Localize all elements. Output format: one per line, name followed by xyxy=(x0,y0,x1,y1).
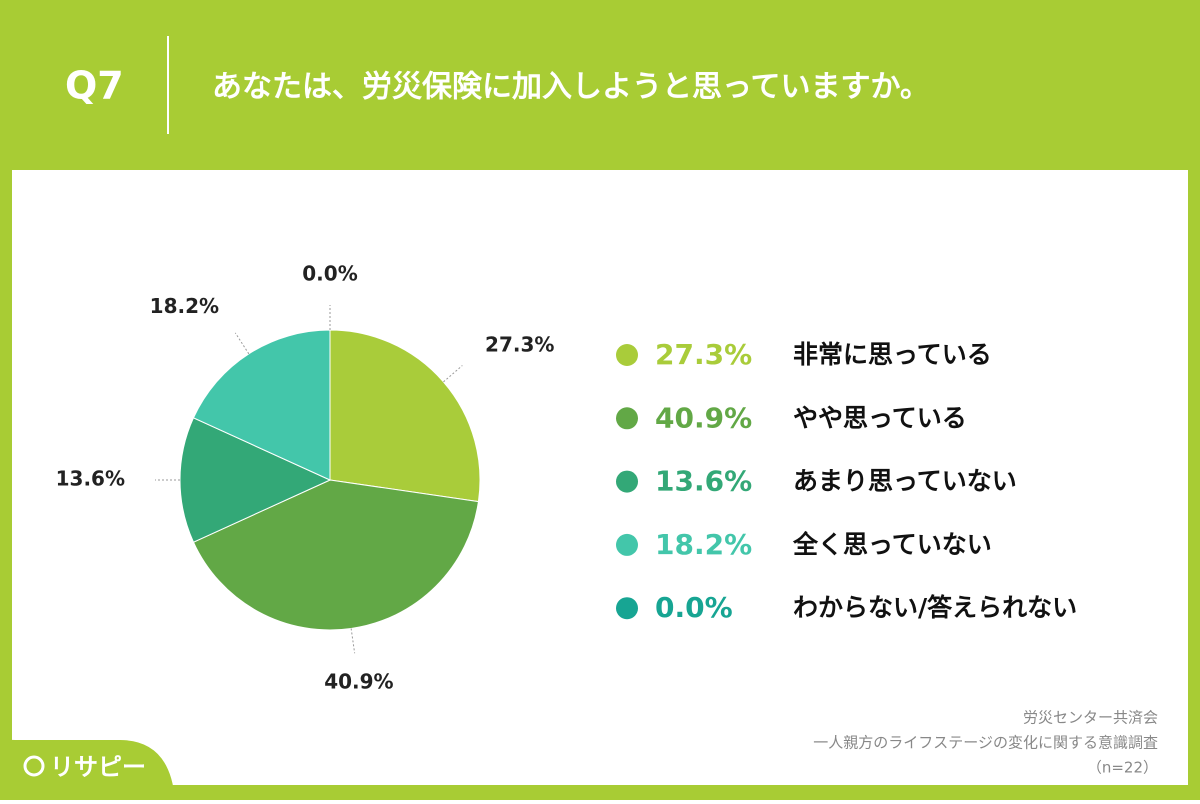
leader-line xyxy=(234,332,250,355)
source-note: （n=22） xyxy=(1087,759,1158,777)
logo-bg xyxy=(0,738,175,800)
legend-label: 全く思っていない xyxy=(792,530,992,559)
source-note: 一人親方のライフステージの変化に関する意識調査 xyxy=(813,734,1158,752)
legend-value: 13.6% xyxy=(655,465,752,498)
legend-marker xyxy=(616,533,638,556)
source-note: 労災センター共済会 xyxy=(1023,709,1158,727)
legend-value: 18.2% xyxy=(655,528,752,561)
legend-value: 27.3% xyxy=(655,338,752,371)
legend-value: 40.9% xyxy=(655,401,752,434)
data-label: 13.6% xyxy=(56,467,125,491)
legend-marker xyxy=(616,407,638,430)
legend-value: 0.0% xyxy=(655,591,733,624)
logo-icon xyxy=(23,755,45,777)
chart-title: あなたは、労災保険に加入しようと思っていますか。 xyxy=(212,70,930,105)
leader-line xyxy=(350,628,356,654)
pie-slice xyxy=(192,329,331,481)
pie-slice xyxy=(192,479,480,631)
legend-marker xyxy=(616,597,638,620)
data-label: 18.2% xyxy=(150,294,219,318)
data-label: 27.3% xyxy=(485,332,554,356)
pie-slice xyxy=(179,417,332,543)
legend-label: あまり思っていない xyxy=(793,467,1017,496)
data-label: 0.0% xyxy=(302,262,357,286)
legend-marker xyxy=(616,470,638,493)
logo: リサピー xyxy=(50,753,146,781)
question-number: Q7 xyxy=(65,64,124,108)
pie-slice xyxy=(329,329,481,503)
data-label: 40.9% xyxy=(324,669,393,693)
legend-label: 非常に思っている xyxy=(793,340,992,369)
legend-marker xyxy=(616,344,638,366)
legend-label: わからない/答えられない xyxy=(793,593,1077,622)
leader-line xyxy=(443,365,463,383)
legend-label: やや思っている xyxy=(793,403,967,432)
